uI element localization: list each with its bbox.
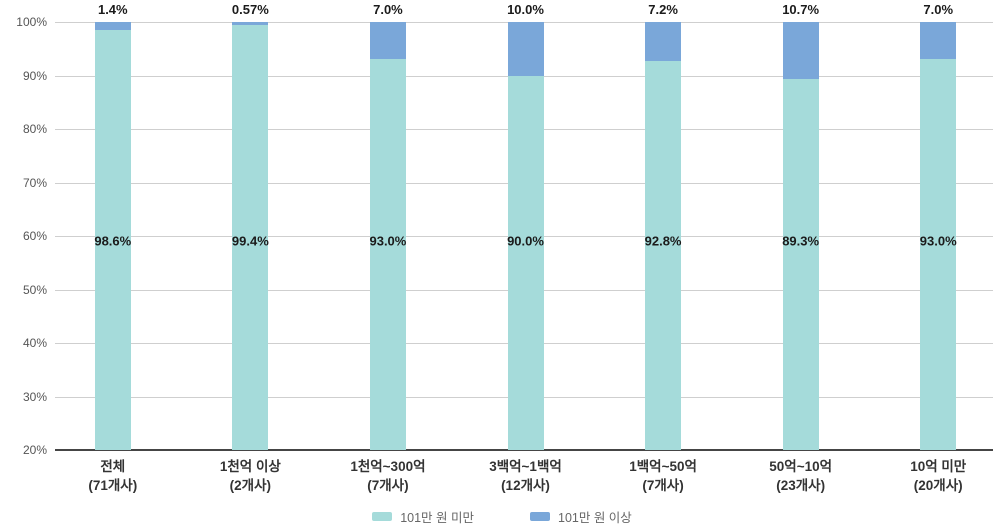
- category-count: (12개사): [501, 478, 550, 493]
- x-axis-category-label: 1천억 이상 (2개사): [220, 457, 281, 495]
- data-label-over: 1.4%: [97, 2, 128, 17]
- legend-swatch-over-icon: [530, 512, 550, 521]
- x-axis-baseline: [55, 449, 993, 451]
- legend-label-over: 101만 원 이상: [558, 511, 632, 525]
- y-axis-tick-label: 60%: [22, 229, 47, 243]
- category-name: 10억 미만: [910, 459, 967, 474]
- y-axis-tick-label: 80%: [22, 122, 47, 136]
- bar-segment-over-101: [920, 22, 957, 60]
- x-axis-category-label: 50억~10억 (23개사): [769, 457, 832, 495]
- bar-segment-over-101: [782, 22, 819, 80]
- bar-column: 7.0% 93.0%: [369, 2, 407, 450]
- category-count: (7개사): [642, 478, 684, 493]
- legend-label-under: 101만 원 미만: [400, 511, 474, 525]
- y-axis-tick-label: 20%: [22, 443, 47, 457]
- bar-column: 10.7% 89.3%: [782, 2, 820, 450]
- y-axis-tick-label: 100%: [16, 15, 47, 29]
- y-axis-tick-label: 90%: [22, 68, 47, 83]
- data-label-over: 10.0%: [507, 2, 544, 17]
- data-label-under: 89.3%: [782, 233, 820, 249]
- category-count: (2개사): [229, 478, 272, 493]
- category-name: 3백억~1백억: [489, 459, 562, 474]
- bar-segment-under-101: [782, 79, 819, 450]
- category-name: 1백억~50억: [629, 459, 697, 474]
- bar-column: 1.4% 98.6%: [94, 2, 132, 450]
- category-name: 전체: [100, 459, 126, 474]
- legend: 101만 원 미만 101만 원 이상: [0, 507, 1004, 526]
- bar-segment-over-101: [369, 22, 406, 60]
- x-axis-category-label: 10억 미만 (20개사): [910, 457, 966, 495]
- category-count: (23개사): [776, 478, 826, 493]
- y-axis-tick-label: 30%: [22, 389, 47, 404]
- data-label-under: 93.0%: [919, 233, 957, 249]
- bar-column: 10.0% 90.0%: [507, 2, 544, 450]
- bar-segment-under-101: [645, 60, 682, 450]
- bar-segment-over-101: [94, 22, 131, 30]
- category-name: 1천억~300억: [350, 459, 426, 474]
- y-axis-tick-label: 40%: [22, 336, 47, 350]
- data-label-under: 98.6%: [94, 233, 132, 249]
- x-axis-category-label: 1천억~300억 (7개사): [350, 457, 425, 495]
- x-axis-category-label: 전체 (71개사): [88, 457, 137, 495]
- bar-segment-under-101: [232, 25, 269, 450]
- x-axis-category-label: 3백억~1백억 (12개사): [489, 457, 562, 495]
- bars-area: 1.4% 98.6% 0.57% 99.4% 7.0% 93.0% 10.0% 90.0% 7.…: [44, 2, 1004, 450]
- bar-segment-under-101: [369, 59, 406, 450]
- bar-segment-over-101: [232, 22, 269, 26]
- legend-item-under: 101만 원 미만: [372, 507, 474, 526]
- bar-segment-under-101: [94, 29, 131, 450]
- category-name: 50억~10억: [769, 459, 833, 474]
- bar-segment-over-101: [507, 22, 544, 76]
- x-axis-category-label: 1백억~50억 (7개사): [629, 457, 697, 495]
- data-label-under: 90.0%: [507, 233, 544, 249]
- data-label-over: 7.0%: [923, 2, 954, 17]
- category-name: 1천억 이상: [219, 459, 281, 474]
- bar-segment-under-101: [507, 75, 544, 450]
- category-count: (20개사): [913, 478, 963, 493]
- category-count: (7개사): [367, 478, 409, 493]
- data-label-over: 10.7%: [782, 2, 820, 17]
- data-label-under: 93.0%: [369, 233, 407, 249]
- category-count: (71개사): [88, 478, 138, 493]
- bar-column: 7.2% 92.8%: [644, 2, 682, 450]
- data-label-under: 99.4%: [231, 233, 269, 249]
- data-label-over: 7.2%: [648, 2, 678, 17]
- y-axis-tick-label: 50%: [22, 282, 47, 297]
- data-label-over: 7.0%: [373, 2, 403, 17]
- legend-item-over: 101만 원 이상: [530, 507, 632, 526]
- y-axis: 100% 90% 80% 70% 60% 50% 40% 30% 20%: [0, 15, 47, 457]
- y-axis-tick-label: 70%: [22, 175, 47, 190]
- bar-segment-under-101: [920, 59, 957, 450]
- legend-swatch-under-icon: [372, 512, 393, 521]
- bar-segment-over-101: [645, 22, 682, 61]
- x-axis: 전체 (71개사) 1천억 이상 (2개사) 1천억~300억 (7개사) 3백억~1백억 (…: [44, 457, 1004, 499]
- bar-column: 0.57% 99.4%: [231, 2, 269, 450]
- data-label-under: 92.8%: [644, 233, 682, 249]
- data-label-over: 0.57%: [231, 2, 269, 17]
- bar-column: 7.0% 93.0%: [919, 2, 957, 450]
